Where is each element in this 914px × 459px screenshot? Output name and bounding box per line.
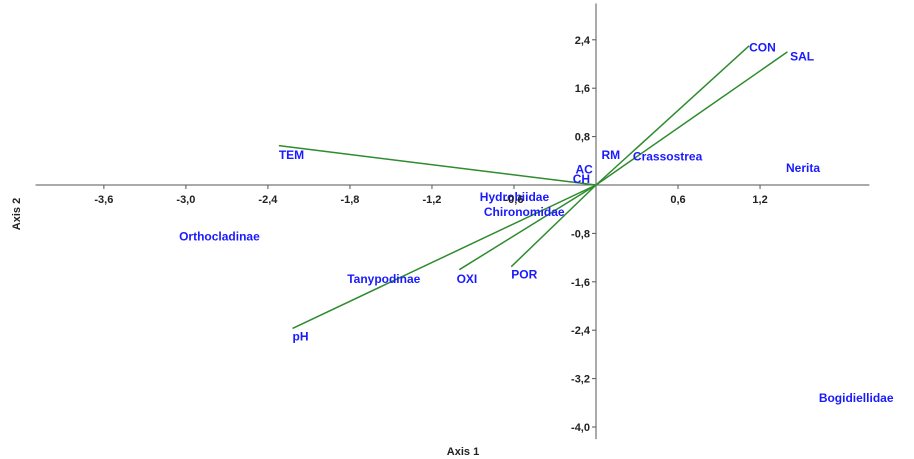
point-rm: RM bbox=[601, 148, 620, 162]
point-con: CON bbox=[749, 41, 776, 55]
x-tick-label: -1,2 bbox=[422, 194, 441, 206]
y-axis-title: Axis 2 bbox=[11, 198, 23, 230]
y-tick-label: 0,8 bbox=[575, 132, 590, 144]
y-tick-label: -1,6 bbox=[571, 277, 590, 289]
point-labels: TEM CON SAL pH OXI POR Orthocladinae Tanypodina… bbox=[179, 41, 894, 405]
point-ac: AC bbox=[575, 162, 593, 176]
point-bogidiellidae: Bogidiellidae bbox=[819, 391, 894, 405]
y-tick-label: -0,8 bbox=[571, 228, 590, 240]
point-hydrobiidae: Hydrobiidae bbox=[480, 190, 550, 204]
x-tick-label: -1,8 bbox=[340, 194, 359, 206]
y-tick-label: 2,4 bbox=[575, 35, 591, 47]
y-tick-label: -4,0 bbox=[571, 422, 590, 434]
axes bbox=[35, 3, 870, 440]
point-por: POR bbox=[511, 268, 537, 282]
x-tick-label: -0,6 bbox=[504, 194, 523, 206]
y-tick-label: 1,6 bbox=[575, 83, 590, 95]
x-tick-label: 0,6 bbox=[670, 194, 685, 206]
vector-por bbox=[510, 184, 597, 268]
x-tick-label: -2,4 bbox=[258, 194, 278, 206]
vector-oxi bbox=[458, 184, 597, 271]
point-oxi: OXI bbox=[457, 272, 478, 286]
y-tick-label: -2,4 bbox=[571, 325, 591, 337]
point-ch: CH bbox=[573, 172, 590, 186]
x-axis-title: Axis 1 bbox=[447, 446, 479, 458]
vector-sal bbox=[595, 51, 788, 186]
tick-labels: -3,6 -3,0 -2,4 -1,8 -1,2 -0,6 0,6 1,2 2,4 1,6 0,8 -… bbox=[94, 35, 767, 434]
point-chironomidae: Chironomidae bbox=[484, 205, 565, 219]
point-tem: TEM bbox=[279, 148, 304, 162]
vector-tem bbox=[278, 144, 597, 186]
vector-ph bbox=[292, 184, 597, 330]
point-tanypodinae: Tanypodinae bbox=[347, 272, 420, 286]
vector-con bbox=[595, 45, 750, 186]
point-ph: pH bbox=[293, 329, 309, 343]
x-tick-label: 1,2 bbox=[752, 194, 767, 206]
point-crassostrea: Crassostrea bbox=[633, 150, 703, 164]
point-sal: SAL bbox=[790, 50, 814, 64]
point-nerita: Nerita bbox=[786, 161, 820, 175]
x-tick-label: -3,0 bbox=[176, 194, 195, 206]
y-tick-label: -3,2 bbox=[571, 374, 590, 386]
point-orthocladinae: Orthocladinae bbox=[179, 229, 260, 243]
x-tick-label: -3,6 bbox=[94, 194, 113, 206]
vectors bbox=[278, 45, 788, 330]
